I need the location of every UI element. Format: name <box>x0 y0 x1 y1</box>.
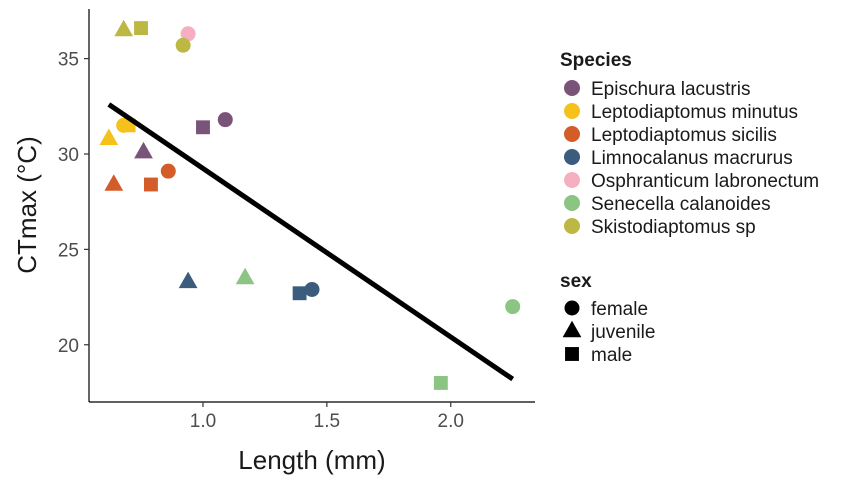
data-point <box>505 299 521 315</box>
y-axis-ticks: 20 25 30 35 <box>58 50 89 357</box>
legend-species-key <box>564 149 580 165</box>
x-axis-title: Length (mm) <box>238 445 385 475</box>
data-point <box>217 112 233 128</box>
legend-species-key <box>564 126 580 142</box>
legend-sex-title: sex <box>560 271 592 292</box>
legend-species-label: Osphranticum labronectum <box>591 171 819 192</box>
legend-species-label: Limnocalanus macrurus <box>591 148 793 169</box>
x-tick-label: 2.0 <box>438 411 464 432</box>
plot-area <box>99 19 521 390</box>
data-point <box>134 21 148 36</box>
legend-species: Species Epischura lacustrisLeptodiaptomu… <box>560 50 819 238</box>
y-tick-label: 35 <box>58 50 79 71</box>
data-point <box>180 26 196 42</box>
data-point <box>99 128 119 145</box>
x-axis-ticks: 1.0 1.5 2.0 <box>190 402 464 432</box>
legend-species-label: Leptodiaptomus minutus <box>591 102 798 123</box>
legend-sex-label: juvenile <box>590 322 655 343</box>
legend-species-key <box>564 172 580 188</box>
data-point <box>196 120 210 135</box>
data-point <box>144 177 158 192</box>
data-point <box>292 286 307 301</box>
data-point <box>235 267 255 285</box>
data-point <box>134 141 153 159</box>
legend-species-key <box>564 218 580 234</box>
x-tick-label: 1.5 <box>314 411 340 432</box>
legend-species-title: Species <box>560 50 632 71</box>
legend-species-key <box>564 195 580 211</box>
y-axis-title: CTmax (°C) <box>12 136 42 274</box>
trend-line <box>107 102 515 382</box>
legend-species-label: Leptodiaptomus sicilis <box>591 125 777 146</box>
legend-sex-key <box>565 347 579 361</box>
y-tick-label: 30 <box>58 145 79 166</box>
legend-species-key <box>564 103 580 119</box>
x-tick-label: 1.0 <box>190 411 216 432</box>
data-point <box>114 19 134 37</box>
data-point <box>178 271 198 289</box>
legend-sex-label: male <box>591 345 632 366</box>
data-point <box>175 37 191 53</box>
legend-species-key <box>564 80 580 96</box>
data-point <box>160 163 176 179</box>
legend-sex-label: female <box>591 299 648 320</box>
data-point <box>104 174 124 191</box>
data-point <box>433 375 448 390</box>
legend-species-label: Epischura lacustris <box>591 79 750 100</box>
data-point <box>304 281 320 297</box>
legend-species-label: Senecella calanoides <box>591 194 771 215</box>
y-tick-label: 25 <box>58 240 79 261</box>
legend-sex-key <box>562 320 582 338</box>
y-tick-label: 20 <box>58 336 79 357</box>
legend-sex-key <box>564 300 580 316</box>
legend-species-label: Skistodiaptomus sp <box>591 217 756 238</box>
